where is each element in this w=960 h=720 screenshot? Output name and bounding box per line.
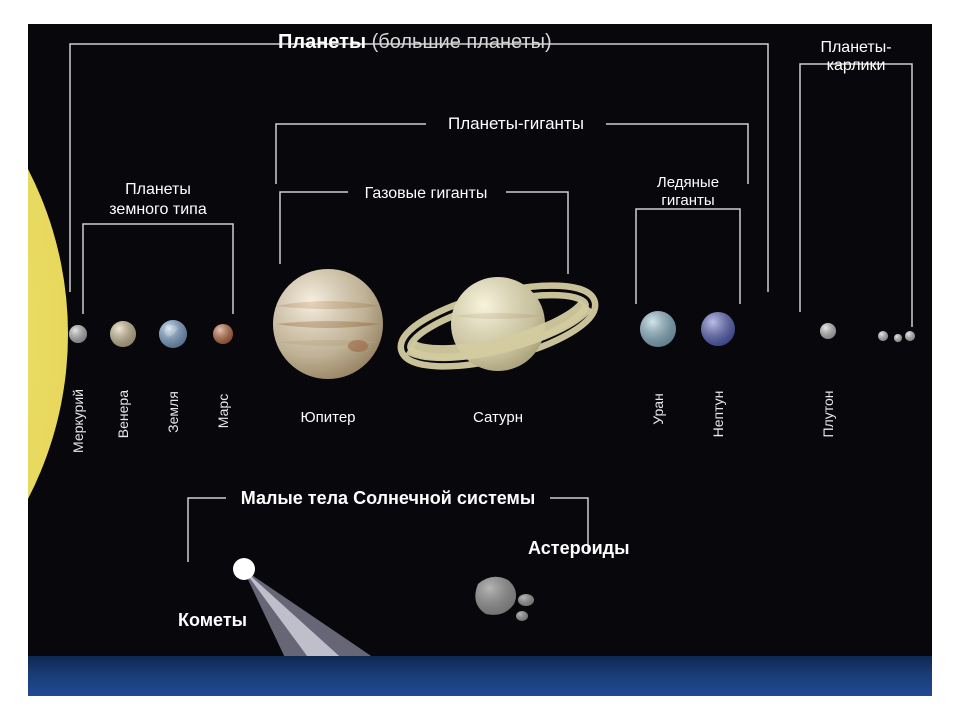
- footer-bar: [28, 656, 932, 696]
- planet-earth: [159, 320, 187, 348]
- planet-mercury: [69, 325, 87, 343]
- comet: [233, 558, 383, 656]
- bracket-dwarf: [800, 64, 912, 327]
- title-planets: Планеты (большие планеты): [278, 31, 552, 53]
- title-ice-l2: гиганты: [661, 192, 714, 209]
- asteroids: [475, 577, 534, 621]
- planet-venus: [110, 321, 136, 347]
- planet-jupiter: [273, 269, 383, 379]
- title-ice-l1: Ледяные: [657, 174, 719, 191]
- label-saturn: Сатурн: [473, 409, 523, 426]
- label-mercury: Меркурий: [70, 389, 86, 453]
- label-venus: Венера: [115, 390, 131, 438]
- title-terr-l2: земного типа: [109, 201, 207, 218]
- title-terr-l1: Планеты: [125, 181, 191, 198]
- label-asteroids: Астероиды: [528, 538, 629, 558]
- bracket-planets: [70, 44, 768, 292]
- label-uranus: Уран: [650, 393, 666, 425]
- planet-pluto: [820, 323, 836, 339]
- label-earth: Земля: [165, 391, 181, 433]
- sun: [28, 24, 68, 656]
- title-giants: Планеты-гиганты: [448, 114, 584, 133]
- title-small-bodies: Малые тела Солнечной системы: [241, 488, 535, 508]
- title-dwarf-l1: Планеты-: [820, 39, 891, 56]
- label-pluto: Плутон: [820, 390, 836, 437]
- dwarf-others: [878, 331, 915, 342]
- planet-mars: [213, 324, 233, 344]
- planet-saturn: [399, 276, 597, 376]
- bracket-gas: [280, 192, 568, 274]
- label-jupiter: Юпитер: [300, 409, 355, 426]
- title-gas: Газовые гиганты: [365, 185, 488, 202]
- bracket-terrestrial: [83, 224, 233, 314]
- bracket-ice: [636, 209, 740, 304]
- planet-neptune: [701, 312, 735, 346]
- label-comets: Кометы: [178, 610, 247, 630]
- label-mars: Марс: [215, 394, 231, 428]
- planet-uranus: [640, 311, 676, 347]
- title-dwarf-l2: карлики: [827, 57, 886, 74]
- label-neptune: Нептун: [710, 391, 726, 438]
